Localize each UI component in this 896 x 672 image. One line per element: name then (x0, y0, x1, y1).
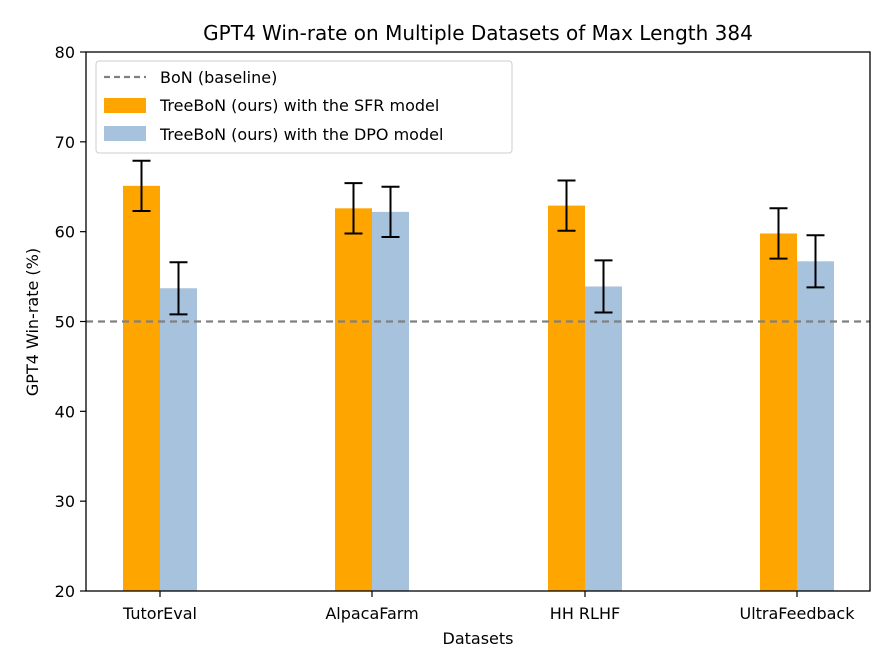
y-tick-label: 40 (55, 402, 75, 421)
error-bar-dpo-2 (594, 259, 613, 314)
y-tick-label: 20 (55, 582, 75, 601)
legend-baseline-label: BoN (baseline) (160, 68, 277, 87)
legend: BoN (baseline) TreeBoN (ours) with the S… (95, 60, 513, 154)
bar-sfr-0 (123, 185, 160, 591)
error-bar-sfr-3 (769, 207, 788, 260)
legend-sfr-swatch (104, 98, 146, 113)
error-bar-dpo-3 (806, 234, 825, 289)
bar-sfr-2 (548, 205, 585, 592)
y-tick-label: 30 (55, 492, 75, 511)
legend-sfr-label: TreeBoN (ours) with the SFR model (159, 96, 439, 115)
error-bar-dpo-1 (381, 185, 400, 239)
chart-title: GPT4 Win-rate on Multiple Datasets of Ma… (203, 21, 753, 45)
x-tick-label: HH RLHF (550, 604, 620, 623)
y-axis-label: GPT4 Win-rate (%) (23, 248, 42, 396)
x-tick-label: UltraFeedback (739, 604, 855, 623)
bar-dpo-2 (585, 286, 622, 591)
error-bar-sfr-0 (132, 159, 151, 213)
bar-dpo-0 (160, 288, 197, 591)
error-bar-sfr-1 (344, 182, 363, 235)
legend-dpo-swatch (104, 126, 146, 141)
error-bar-sfr-2 (557, 179, 576, 232)
y-tick-label: 50 (55, 313, 75, 332)
y-tick-label: 70 (55, 133, 75, 152)
bar-sfr-3 (760, 233, 797, 592)
legend-dpo-label: TreeBoN (ours) with the DPO model (159, 125, 443, 144)
error-bar-dpo-0 (169, 261, 188, 316)
x-axis-label: Datasets (443, 629, 514, 648)
y-tick-label: 60 (55, 223, 75, 242)
legend-box (95, 60, 513, 154)
y-tick-label: 80 (55, 43, 75, 62)
x-tick-label: TutorEval (122, 604, 197, 623)
x-tick-label: AlpacaFarm (325, 604, 418, 623)
bar-dpo-3 (797, 261, 834, 591)
bar-dpo-1 (372, 211, 409, 592)
bar-sfr-1 (335, 208, 372, 591)
